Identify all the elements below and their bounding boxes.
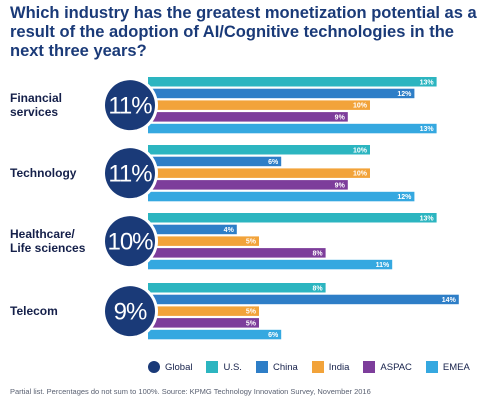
value-label: 9% (335, 114, 346, 121)
bar-china-3 (148, 294, 459, 305)
legend: Global U.S. China India ASPAC EMEA (148, 360, 484, 374)
value-label: 13% (420, 215, 435, 222)
value-label: 10% (353, 103, 368, 110)
legend-item-emea: EMEA (425, 361, 470, 373)
legend-swatch (255, 361, 268, 373)
legend-label: China (272, 361, 298, 373)
bar-china-0 (148, 88, 415, 99)
bar-aspac-1 (148, 180, 348, 190)
value-label: 8% (312, 250, 323, 257)
category-label: Technology (10, 166, 77, 180)
global-circle (105, 148, 155, 199)
value-label: 8% (312, 285, 323, 292)
bar-emea-1 (148, 191, 415, 202)
legend-item-us: U.S. (206, 361, 242, 373)
value-label: 4% (224, 227, 235, 234)
value-label: 9% (335, 182, 346, 189)
category-label: Healthcare/Life sciences (10, 227, 86, 255)
bar-aspac-2 (148, 248, 326, 258)
category-label: Telecom (10, 304, 58, 318)
global-value-label: 10% (107, 229, 153, 256)
value-label: 6% (268, 159, 279, 166)
legend-label: Global (165, 361, 193, 373)
global-value-label: 11% (108, 161, 152, 188)
footnote: Partial list. Percentages do not sum to … (10, 387, 371, 396)
bar-aspac-3 (148, 318, 259, 328)
bar-aspac-0 (148, 112, 348, 122)
global-circle (105, 216, 155, 267)
legend-swatch (206, 361, 219, 373)
bar-emea-2 (148, 259, 393, 270)
global-circle (105, 286, 155, 337)
bar-us-3 (148, 283, 326, 293)
bar-china-1 (148, 156, 282, 167)
bar-india-3 (148, 306, 259, 316)
legend-label: U.S. (223, 361, 242, 373)
legend-label: ASPAC (380, 361, 412, 373)
legend-item-china: China (255, 361, 298, 373)
global-value-label: 11% (108, 93, 152, 120)
value-label: 10% (353, 147, 368, 154)
bar-india-0 (148, 100, 370, 110)
chart-title: Which industry has the greatest monetiza… (10, 4, 477, 60)
legend-swatch (425, 361, 438, 373)
bar-us-1 (148, 145, 370, 155)
value-label: 12% (397, 194, 412, 201)
legend-swatch (311, 361, 324, 373)
bar-emea-0 (148, 123, 437, 134)
value-label: 13% (420, 79, 435, 86)
value-label: 6% (268, 332, 279, 339)
global-value-label: 9% (114, 299, 147, 326)
value-label: 5% (246, 320, 257, 327)
legend-swatch (148, 361, 160, 373)
value-label: 10% (353, 171, 368, 178)
bar-india-2 (148, 236, 259, 246)
bar-us-2 (148, 213, 437, 223)
value-label: 12% (397, 91, 412, 98)
category-label: Financial services (10, 91, 62, 119)
legend-swatch (363, 361, 376, 373)
bar-china-2 (148, 224, 237, 235)
value-label: 11% (376, 262, 390, 269)
legend-label: India (328, 361, 350, 373)
legend-label: EMEA (442, 361, 470, 373)
value-label: 5% (246, 239, 257, 246)
legend-item-india: India (311, 361, 350, 373)
value-label: 13% (420, 126, 435, 133)
bar-emea-3 (148, 329, 282, 340)
value-label: 14% (442, 297, 457, 304)
bar-us-0 (148, 77, 437, 87)
value-label: 5% (246, 309, 257, 316)
legend-item-global: Global (148, 361, 192, 373)
bar-india-1 (148, 168, 370, 178)
legend-item-aspac: ASPAC (363, 361, 412, 373)
global-circle (105, 80, 155, 131)
